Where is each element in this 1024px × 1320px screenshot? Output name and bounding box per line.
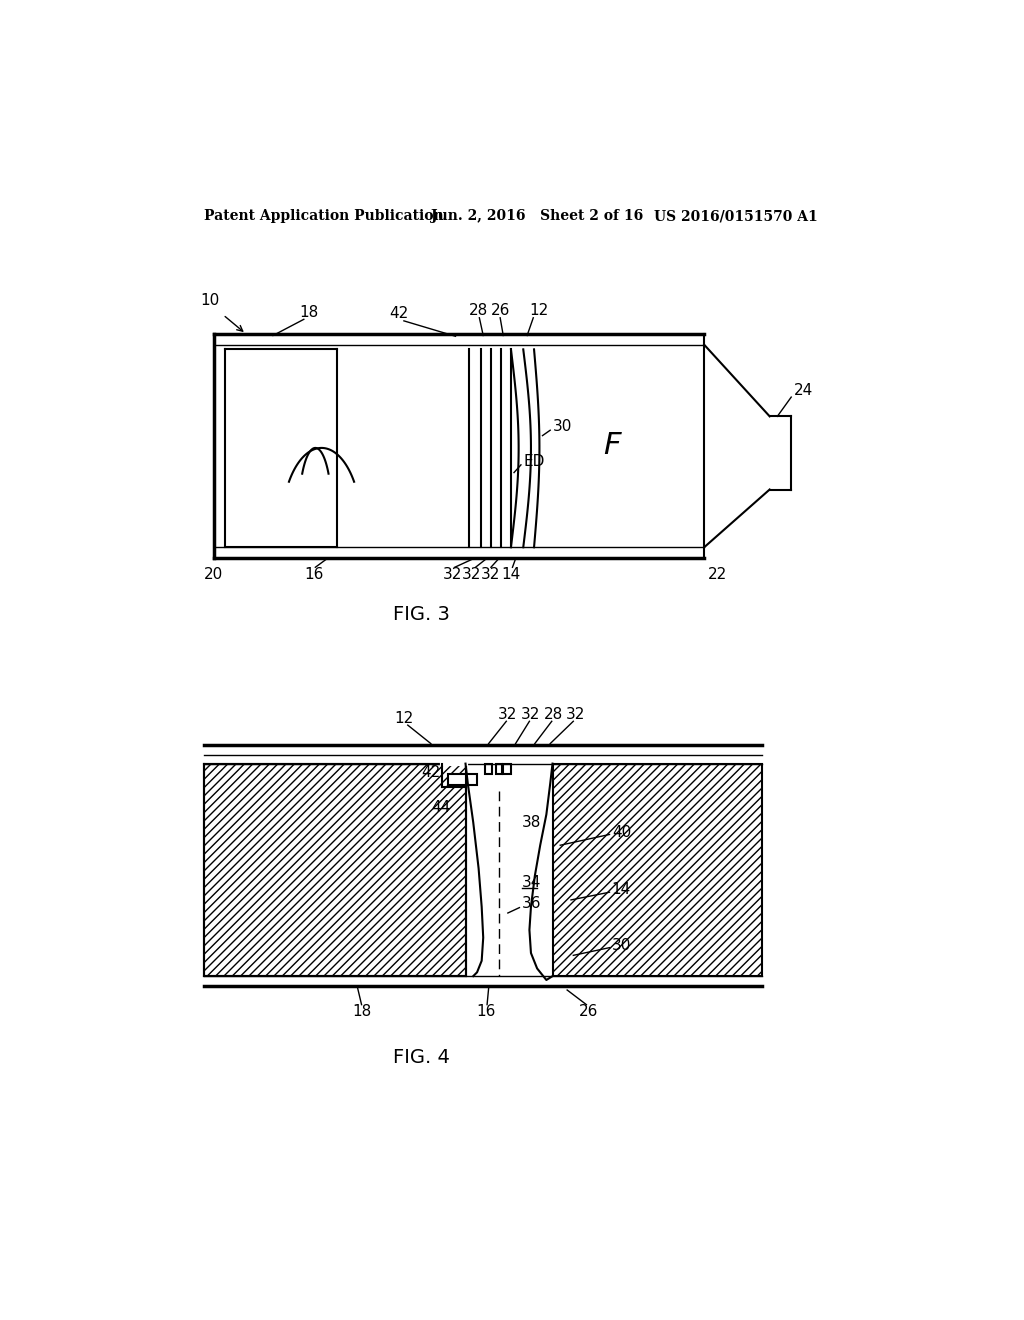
Bar [447,775,477,785]
Text: 18: 18 [352,1005,371,1019]
Text: 18: 18 [300,305,318,319]
Bar [496,763,502,775]
Text: 32: 32 [462,566,481,582]
Text: 44: 44 [432,800,451,814]
Text: FIG. 4: FIG. 4 [393,1048,451,1068]
Text: 30: 30 [553,418,571,434]
Text: 28: 28 [469,304,488,318]
Text: 42: 42 [422,766,441,780]
Text: 12: 12 [529,304,548,318]
Text: 26: 26 [490,304,510,318]
Text: 12: 12 [394,710,414,726]
Bar [503,763,511,775]
Text: 10: 10 [201,293,219,309]
Text: 24: 24 [795,383,813,399]
Text: 36: 36 [521,896,542,911]
Text: 22: 22 [708,566,727,582]
Text: 14: 14 [502,566,520,582]
Text: FIG. 3: FIG. 3 [393,605,451,624]
Text: Patent Application Publication: Patent Application Publication [204,209,443,223]
Text: 16: 16 [476,1005,496,1019]
Text: 26: 26 [579,1005,598,1019]
Text: 40: 40 [611,825,631,840]
Text: 30: 30 [611,937,631,953]
Text: ED: ED [523,454,545,469]
Text: 42: 42 [389,306,409,322]
Bar [553,763,762,977]
Text: US 2016/0151570 A1: US 2016/0151570 A1 [654,209,818,223]
Text: 32: 32 [442,566,462,582]
Text: 32: 32 [521,706,541,722]
Bar [204,763,466,977]
Text: F: F [603,432,621,461]
Text: Jun. 2, 2016   Sheet 2 of 16: Jun. 2, 2016 Sheet 2 of 16 [431,209,643,223]
Text: 16: 16 [304,566,324,582]
Text: 20: 20 [204,566,223,582]
Text: 32: 32 [480,566,500,582]
Text: 32: 32 [566,706,586,722]
Text: 32: 32 [498,706,517,722]
Bar [484,763,493,775]
Text: 38: 38 [521,816,541,830]
Text: 34: 34 [521,875,541,890]
Text: 28: 28 [544,706,563,722]
Text: 14: 14 [611,882,631,898]
